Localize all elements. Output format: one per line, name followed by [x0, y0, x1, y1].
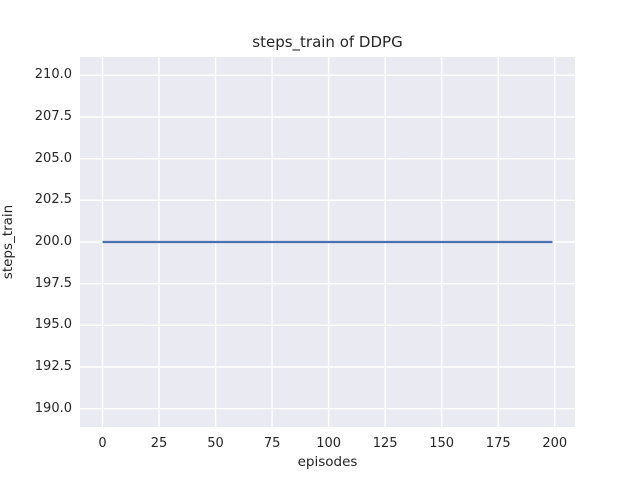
x-tick-label: 0 — [98, 436, 107, 451]
y-tick-label: 210.0 — [34, 67, 72, 83]
x-tick-label: 75 — [263, 436, 281, 451]
x-tick-label: 200 — [542, 436, 568, 451]
x-tick-label: 175 — [485, 436, 511, 451]
x-axis-label: episodes — [297, 454, 358, 470]
x-tick-label: 25 — [150, 436, 168, 451]
plot-area — [80, 57, 575, 427]
y-tick-label: 205.0 — [34, 150, 72, 166]
y-axis-label: steps_train — [0, 204, 16, 280]
x-tick-label: 150 — [429, 436, 455, 451]
y-tick-label: 195.0 — [34, 317, 72, 333]
y-tick-label: 207.5 — [34, 109, 72, 124]
y-tick-label: 197.5 — [34, 275, 72, 291]
y-tick-label: 192.5 — [34, 359, 72, 374]
x-tick-label: 50 — [207, 436, 224, 451]
x-tick-label: 125 — [372, 436, 398, 451]
x-tick-label: 100 — [316, 436, 342, 451]
y-tick-label: 202.5 — [34, 192, 72, 208]
y-tick-label: 190.0 — [34, 400, 72, 416]
plot-canvas — [80, 57, 575, 427]
chart-title: steps_train of DDPG — [252, 33, 403, 51]
y-tick-label: 200.0 — [34, 234, 72, 249]
